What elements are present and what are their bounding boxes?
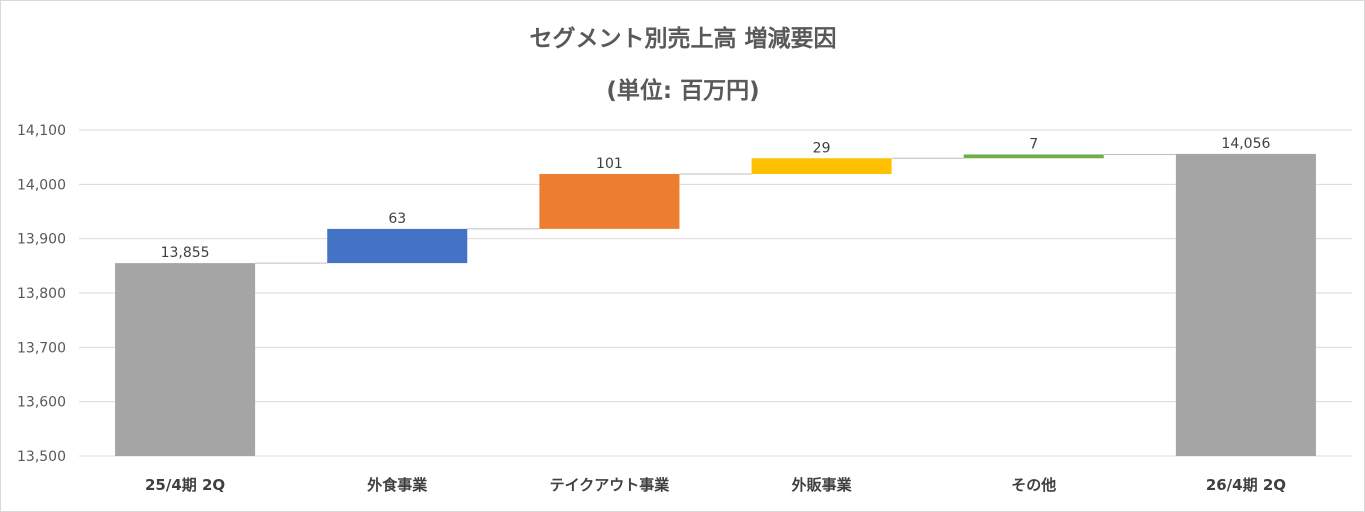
data-label: 14,056 xyxy=(1221,136,1270,152)
data-label: 63 xyxy=(388,211,406,227)
x-tick-label: 25/4期 2Q xyxy=(145,476,225,494)
chart-title: セグメント別売上高 増減要因 xyxy=(529,25,836,52)
x-tick-label: 26/4期 2Q xyxy=(1206,476,1286,494)
data-label: 101 xyxy=(596,156,623,172)
bar xyxy=(115,263,256,456)
y-axis-ticks: 13,500 13,600 13,700 13,800 13,900 14,000 14,1… xyxy=(17,123,66,465)
x-tick-label: その他 xyxy=(1011,476,1056,494)
connectors xyxy=(255,153,1176,264)
y-tick-label: 13,700 xyxy=(17,340,66,356)
bars xyxy=(115,153,1316,456)
y-tick-label: 13,900 xyxy=(17,232,66,248)
data-label: 29 xyxy=(813,140,831,156)
y-tick-label: 14,000 xyxy=(17,177,66,193)
x-axis-ticks: 25/4期 2Q 外食事業 テイクアウト事業 外販事業 その他 26/4期 2Q xyxy=(145,476,1286,494)
y-tick-label: 13,600 xyxy=(17,395,66,411)
bar xyxy=(751,158,892,175)
data-labels: 13,855 63 101 29 7 14,056 xyxy=(161,136,1271,261)
data-label: 13,855 xyxy=(161,245,210,261)
gridlines xyxy=(79,129,1352,457)
chart-subtitle: (単位: 百万円) xyxy=(606,77,759,104)
y-tick-label: 13,800 xyxy=(17,286,66,302)
bar xyxy=(327,228,468,264)
y-tick-label: 13,500 xyxy=(17,449,66,465)
bar xyxy=(1175,153,1316,456)
x-tick-label: 外販事業 xyxy=(791,476,853,494)
data-label: 7 xyxy=(1029,136,1038,152)
bar xyxy=(963,154,1104,159)
bar xyxy=(539,174,680,229)
x-tick-label: テイクアウト事業 xyxy=(550,476,671,494)
y-tick-label: 14,100 xyxy=(17,123,66,139)
x-tick-label: 外食事業 xyxy=(366,476,428,494)
